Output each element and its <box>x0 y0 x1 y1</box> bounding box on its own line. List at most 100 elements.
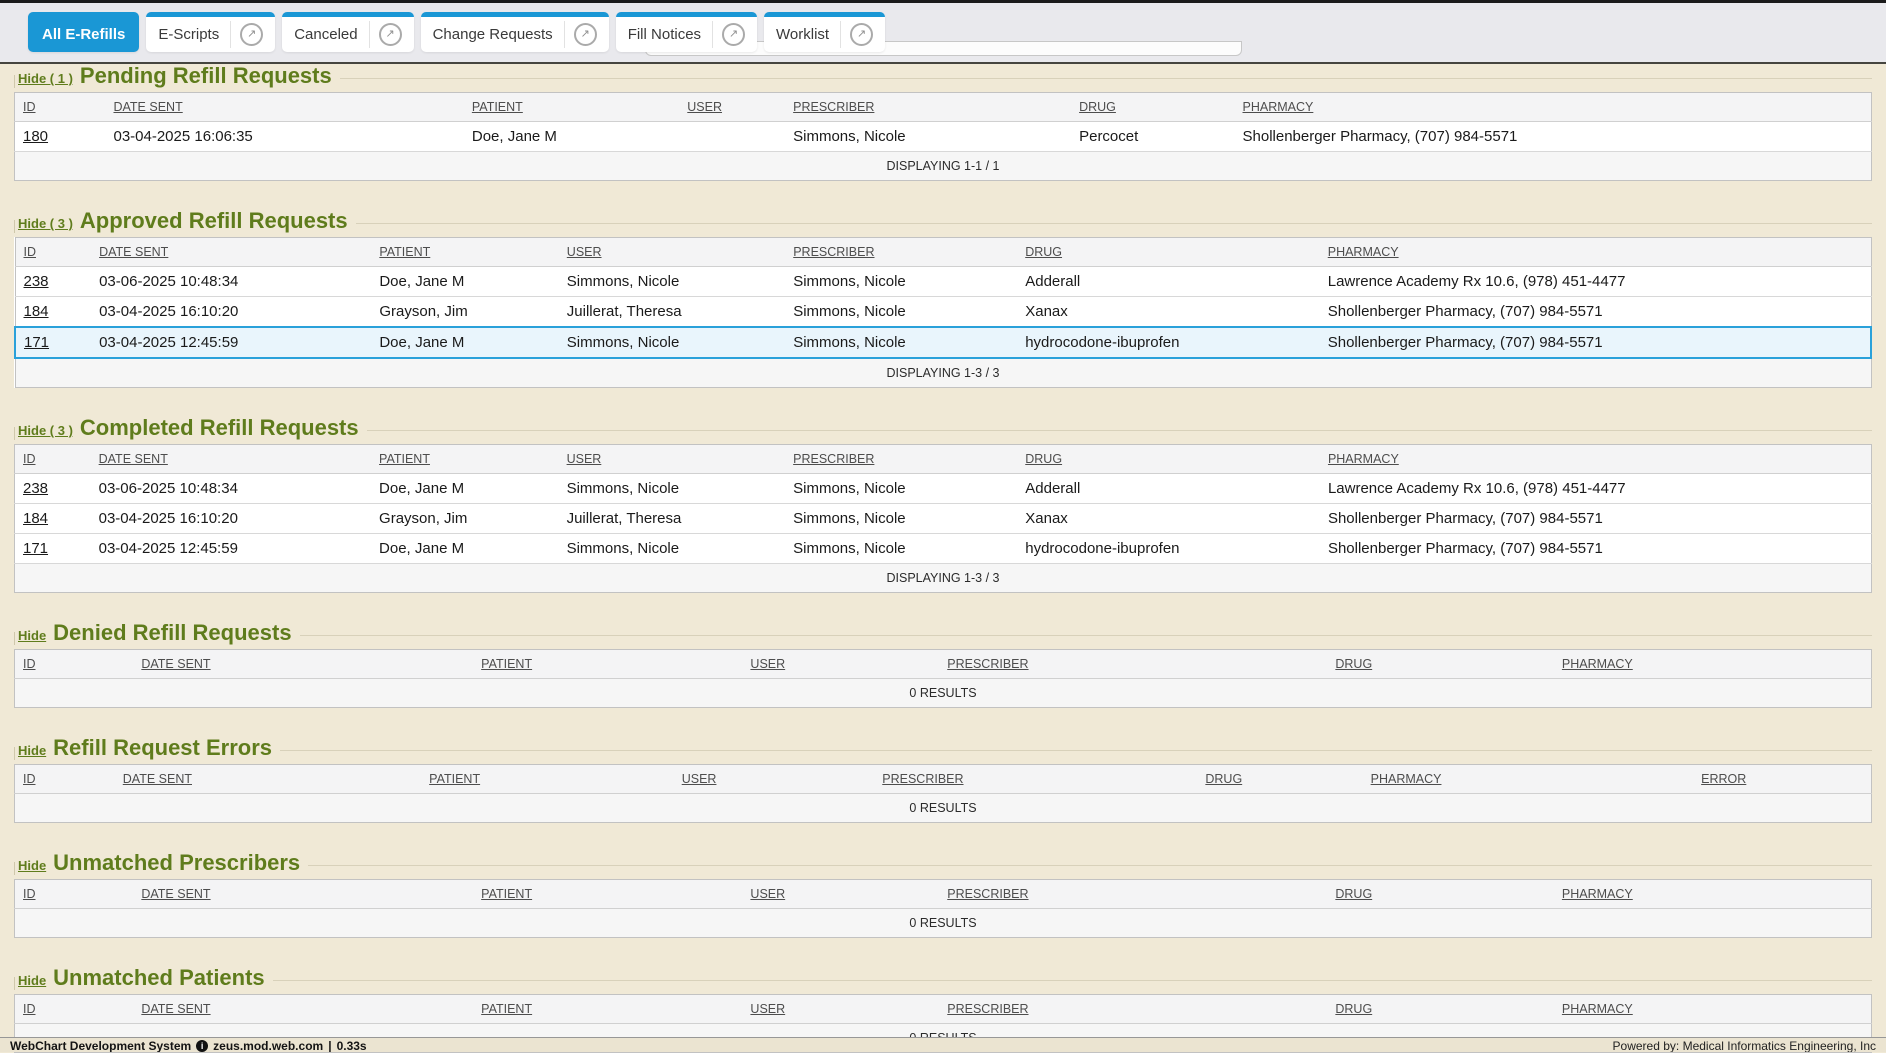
column-header-prescriber[interactable]: PRESCRIBER <box>939 879 1328 909</box>
refill-id-link[interactable]: 180 <box>23 128 49 145</box>
refill-id-link[interactable]: 184 <box>23 510 49 527</box>
table-row[interactable]: 184 03-04-2025 16:10:20 Grayson, Jim Juille… <box>15 296 1871 328</box>
column-header-id[interactable]: ID <box>14 879 134 909</box>
hide-toggle-link[interactable]: Hide ( 1 ) <box>18 71 73 86</box>
column-header-patient[interactable]: PATIENT <box>463 92 680 122</box>
tab-worklist[interactable]: Worklist ↗ <box>764 12 886 52</box>
column-header-patient[interactable]: PATIENT <box>371 444 559 474</box>
column-header-patient[interactable]: PATIENT <box>473 879 743 909</box>
column-header-prescriber[interactable]: PRESCRIBER <box>939 649 1328 679</box>
column-header-user[interactable]: USER <box>558 237 786 267</box>
table-header-row: ID DATE SENT PATIENT USER PRESCRIBER DRUG PHAR… <box>15 237 1871 267</box>
column-header-pharmacy[interactable]: PHARMACY <box>1553 649 1872 679</box>
cell-drug: hydrocodone-ibuprofen <box>1017 533 1320 564</box>
refill-id-link[interactable]: 171 <box>23 540 49 557</box>
column-header-id[interactable]: ID <box>14 444 91 474</box>
column-header-label: PRESCRIBER <box>793 452 875 466</box>
table-row[interactable]: 238 03-06-2025 10:48:34 Doe, Jane M Simmons… <box>15 266 1871 297</box>
column-header-label: DATE SENT <box>141 887 211 901</box>
column-header-date-sent[interactable]: DATE SENT <box>90 444 372 474</box>
column-header-pharmacy[interactable]: PHARMACY <box>1553 994 1872 1024</box>
cell-id: 238 <box>14 473 91 504</box>
cell-id: 171 <box>14 533 91 564</box>
table-row[interactable]: 171 03-04-2025 12:45:59 Doe, Jane M Simmons… <box>13 326 1873 359</box>
column-header-date-sent[interactable]: DATE SENT <box>133 879 474 909</box>
column-header-user[interactable]: USER <box>558 444 786 474</box>
refill-id-link[interactable]: 171 <box>24 334 50 351</box>
hide-toggle-link[interactable]: Hide ( 3 ) <box>18 216 73 231</box>
column-header-drug[interactable]: DRUG <box>1327 649 1554 679</box>
section-title: Denied Refill Requests <box>53 620 292 645</box>
hide-toggle-link[interactable]: Hide <box>18 628 47 643</box>
column-header-prescriber[interactable]: PRESCRIBER <box>785 444 1018 474</box>
column-header-patient[interactable]: PATIENT <box>421 764 674 794</box>
legend-tick <box>14 75 15 88</box>
column-header-id[interactable]: ID <box>14 92 106 122</box>
column-header-user[interactable]: USER <box>673 764 875 794</box>
column-header-id[interactable]: ID <box>15 237 92 267</box>
hide-toggle-link[interactable]: Hide <box>18 743 47 758</box>
refill-id-link[interactable]: 238 <box>23 480 49 497</box>
column-header-drug[interactable]: DRUG <box>1327 879 1554 909</box>
hide-toggle-link[interactable]: Hide ( 3 ) <box>18 423 73 438</box>
refill-id-link[interactable]: 238 <box>23 273 49 290</box>
info-icon[interactable]: i <box>196 1040 209 1052</box>
column-header-pharmacy[interactable]: PHARMACY <box>1319 237 1871 267</box>
column-header-pharmacy[interactable]: PHARMACY <box>1234 92 1872 122</box>
column-header-drug[interactable]: DRUG <box>1327 994 1554 1024</box>
column-header-pharmacy[interactable]: PHARMACY <box>1362 764 1694 794</box>
tab-change-requests[interactable]: Change Requests ↗ <box>420 12 609 52</box>
displaying-row: DISPLAYING 1-3 / 3 <box>15 358 1871 388</box>
column-header-label: DRUG <box>1025 452 1063 466</box>
column-header-user[interactable]: USER <box>742 994 940 1024</box>
column-header-user[interactable]: USER <box>742 879 940 909</box>
cell-pharmacy: Shollenberger Pharmacy, (707) 984-5571 <box>1319 296 1871 328</box>
column-header-date-sent[interactable]: DATE SENT <box>114 764 422 794</box>
column-header-date-sent[interactable]: DATE SENT <box>105 92 464 122</box>
column-header-id[interactable]: ID <box>14 994 134 1024</box>
hide-toggle-link[interactable]: Hide <box>18 973 47 988</box>
server-host: zeus.mod.web.com <box>213 1039 324 1052</box>
tab-label: Change Requests <box>432 26 553 43</box>
column-header-label: DRUG <box>1335 1002 1373 1016</box>
column-header-date-sent[interactable]: DATE SENT <box>91 237 372 267</box>
column-header-error[interactable]: ERROR <box>1693 764 1872 794</box>
column-header-prescriber[interactable]: PRESCRIBER <box>785 237 1018 267</box>
column-header-drug[interactable]: DRUG <box>1071 92 1235 122</box>
column-header-user[interactable]: USER <box>679 92 786 122</box>
column-header-prescriber[interactable]: PRESCRIBER <box>874 764 1198 794</box>
column-header-pharmacy[interactable]: PHARMACY <box>1319 444 1872 474</box>
cell-user: Simmons, Nicole <box>558 533 786 564</box>
tab-canceled[interactable]: Canceled ↗ <box>282 12 414 52</box>
hide-toggle-link[interactable]: Hide <box>18 858 47 873</box>
tab-fill-notices[interactable]: Fill Notices ↗ <box>615 12 758 52</box>
column-header-drug[interactable]: DRUG <box>1017 237 1320 267</box>
refill-id-link[interactable]: 184 <box>23 303 49 320</box>
tab-divider <box>368 21 370 48</box>
column-header-user[interactable]: USER <box>742 649 940 679</box>
external-link-icon: ↗ <box>378 23 402 46</box>
column-header-prescriber[interactable]: PRESCRIBER <box>785 92 1072 122</box>
cell-prescriber: Simmons, Nicole <box>785 473 1018 504</box>
column-header-id[interactable]: ID <box>14 764 115 794</box>
column-header-id[interactable]: ID <box>14 649 134 679</box>
section-title: Pending Refill Requests <box>79 63 332 88</box>
table-row[interactable]: 184 03-04-2025 16:10:20 Grayson, Jim Juille… <box>14 503 1872 534</box>
column-header-label: PRESCRIBER <box>947 657 1029 671</box>
column-header-patient[interactable]: PATIENT <box>371 237 559 267</box>
column-header-patient[interactable]: PATIENT <box>473 994 743 1024</box>
column-header-date-sent[interactable]: DATE SENT <box>133 994 474 1024</box>
section-legend: Hide ( 3 ) Completed Refill Requests <box>14 416 1872 440</box>
column-header-drug[interactable]: DRUG <box>1197 764 1363 794</box>
legend-rule <box>272 980 1872 981</box>
tab-all-e-refills[interactable]: All E-Refills <box>28 12 140 52</box>
table-row[interactable]: 180 03-04-2025 16:06:35 Doe, Jane M Simmons… <box>14 121 1872 152</box>
column-header-date-sent[interactable]: DATE SENT <box>133 649 474 679</box>
table-row[interactable]: 171 03-04-2025 12:45:59 Doe, Jane M Simmons… <box>14 533 1872 564</box>
column-header-pharmacy[interactable]: PHARMACY <box>1553 879 1872 909</box>
column-header-prescriber[interactable]: PRESCRIBER <box>939 994 1328 1024</box>
table-row[interactable]: 238 03-06-2025 10:48:34 Doe, Jane M Simmons… <box>14 473 1872 504</box>
tab-e-scripts[interactable]: E-Scripts ↗ <box>146 12 276 52</box>
column-header-drug[interactable]: DRUG <box>1017 444 1320 474</box>
column-header-patient[interactable]: PATIENT <box>473 649 743 679</box>
